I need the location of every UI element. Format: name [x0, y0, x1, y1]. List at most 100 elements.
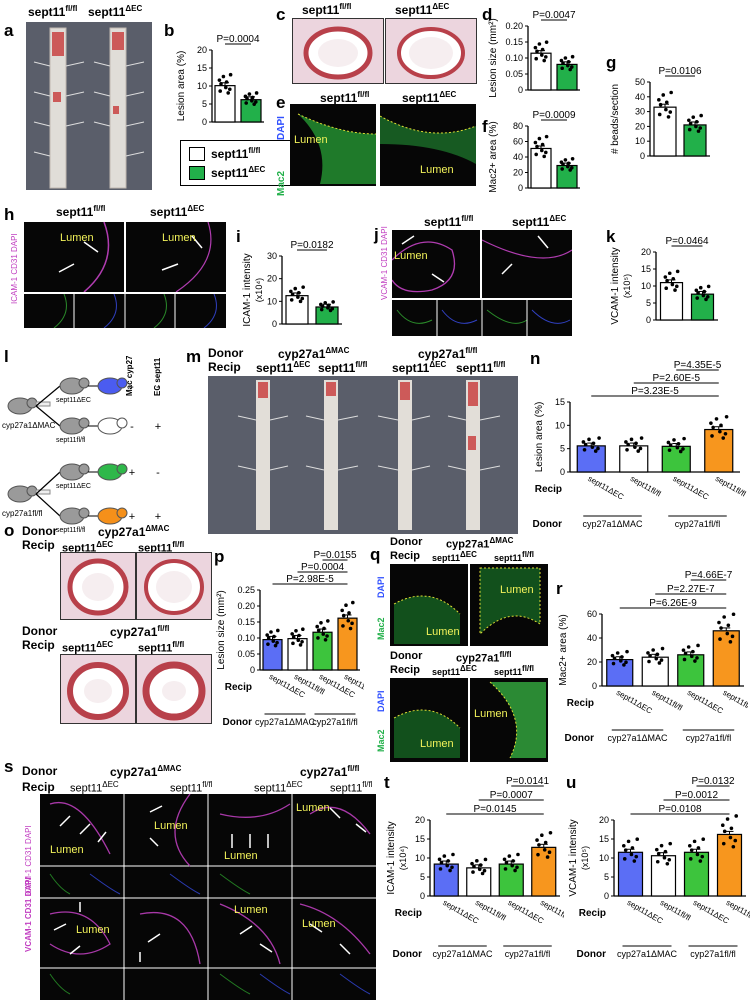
point-k-0-1 [674, 284, 679, 289]
panel-f-label: f [482, 117, 488, 136]
point-n-1-8 [634, 441, 638, 446]
point-t-0-3 [448, 868, 452, 873]
point-p-1-5 [296, 638, 301, 643]
panel-q-label: q [370, 545, 381, 564]
point-r-3-0 [717, 620, 721, 625]
y-tick-label-d: 0.20 [505, 21, 523, 31]
point-f-1-4 [561, 162, 565, 167]
panel-q-lumen-4: Lumen [474, 708, 508, 720]
point-r-1-0 [646, 651, 650, 655]
point-r-1-7 [647, 659, 651, 664]
bar-u-0 [617, 851, 644, 897]
point-p-0-1 [275, 640, 279, 645]
point-p-3-1 [350, 621, 354, 626]
panel-e-mac2: Mac2 [276, 170, 287, 196]
panel-s-lumen-6: Lumen [234, 904, 268, 916]
point-r-2-0 [681, 648, 686, 652]
y-tick-label-g: 20 [635, 121, 645, 131]
point-p-3-3 [348, 626, 353, 631]
pvalue-r-1: P=2.27E-7 [667, 584, 715, 595]
panel-c-histology-ec [385, 18, 477, 84]
point-g-1-7 [687, 127, 692, 132]
category-label-t-0: sept11ΔEC [441, 898, 480, 926]
point-r-2-3 [693, 659, 697, 663]
point-u-1-7 [655, 859, 660, 864]
point-t-0-2 [442, 854, 447, 858]
point-k-0-6 [675, 269, 680, 274]
chart-r: 0 20 40 60 Mac2+ area (%) P=6.26E-9 P=2.27E-7 P… [558, 570, 748, 744]
y-tick-label-b: 10 [197, 81, 207, 91]
point-g-1-1 [698, 126, 703, 130]
point-b-1-6 [254, 91, 259, 95]
point-t-0-4 [439, 860, 444, 865]
point-u-2-3 [698, 859, 703, 863]
point-p-2-8 [322, 626, 326, 631]
point-p-3-8 [347, 611, 351, 615]
point-u-2-8 [696, 846, 701, 850]
y-tick-label-k: 0 [646, 315, 651, 325]
point-g-1-4 [688, 121, 693, 126]
point-d-0-5 [540, 53, 544, 57]
point-p-0-8 [272, 634, 276, 639]
pvalue-k-0: P=0.0464 [665, 236, 709, 247]
panel-c-title-ec: sept11ΔEC [395, 2, 450, 17]
point-u-3-6 [734, 814, 739, 818]
point-u-3-3 [731, 844, 736, 849]
panel-o-recip2: Recip [22, 638, 55, 652]
point-t-1-7 [471, 870, 475, 874]
point-u-3-1 [733, 838, 738, 843]
y-label-t: ICAM-1 intensity [386, 821, 397, 894]
schematic-result-mouse-0 [97, 377, 128, 395]
schematic-sign-mac-0: - [130, 381, 134, 393]
point-u-0-4 [623, 848, 628, 852]
y-label-i: ICAM-1 intensity [242, 253, 253, 326]
schematic-recip-mouse-0-head [78, 377, 90, 389]
panel-s-r2: sept11fl/fl [170, 780, 213, 795]
point-t-2-4 [504, 860, 509, 865]
schematic-recip-label-2: sept11ΔEC [56, 483, 91, 490]
point-k-1-0 [694, 288, 699, 293]
y-tick-label-p: 0.25 [237, 585, 255, 595]
point-p-0-7 [266, 642, 270, 646]
group-label-t-0: cyp27a1ΔMAC [432, 949, 493, 959]
point-p-0-0 [265, 633, 269, 637]
schematic-sign-ec-1: + [155, 421, 161, 433]
point-g-1-0 [687, 118, 691, 123]
pvalue-n-0: P=3.23E-5 [631, 386, 679, 397]
panel-q-dapi2: DAPI [376, 690, 386, 712]
panel-h-title-ec: sept11ΔEC [150, 204, 205, 219]
schematic-sign-mac-2: + [129, 467, 135, 479]
category-label-t-2: sept11ΔEC [506, 898, 545, 926]
y-unit-k: (x10⁵) [622, 274, 632, 298]
point-d-1-8 [566, 60, 571, 64]
point-d-0-7 [534, 56, 538, 61]
point-f-0-8 [540, 142, 545, 147]
panel-q-lumen-1: Lumen [426, 626, 460, 638]
panel-c-label: c [276, 5, 286, 24]
y-tick-label-k: 5 [646, 298, 651, 308]
recip-label-p: Recip [225, 682, 252, 693]
point-u-3-2 [725, 817, 730, 821]
y-label-k: VCAM-1 intensity [610, 247, 621, 324]
point-t-3-4 [537, 843, 541, 847]
bar-t-2 [498, 863, 524, 897]
panel-m-r4: sept11fl/fl [456, 360, 506, 375]
legend-swatch-ec [189, 165, 205, 180]
point-t-3-6 [548, 830, 553, 835]
pvalue-t-2: P=0.0141 [506, 776, 550, 787]
point-p-2-1 [325, 634, 329, 638]
bar-b-0 [214, 85, 236, 123]
chart-p: 0 0.05 0.10 0.15 0.20 0.25 Lesion size (mm²) P=… [216, 550, 364, 728]
panel-a-title-ec: sept11ΔEC [88, 4, 143, 19]
y-tick-label-f: 20 [513, 168, 523, 178]
point-r-0-7 [611, 661, 616, 666]
y-tick-label-r: 40 [587, 633, 597, 643]
pvalue-f-0: P=0.0009 [532, 110, 576, 121]
point-k-0-2 [667, 271, 672, 276]
y-tick-label-g: 10 [635, 136, 645, 146]
point-t-2-2 [507, 854, 512, 858]
y-tick-label-p: 0.15 [237, 617, 255, 627]
panel-s-lumen-1: Lumen [50, 844, 84, 856]
point-b-0-0 [217, 78, 222, 82]
panel-s-grid: Lumen Lumen Lumen Lumen Lumen Lumen Lume… [40, 794, 376, 1000]
